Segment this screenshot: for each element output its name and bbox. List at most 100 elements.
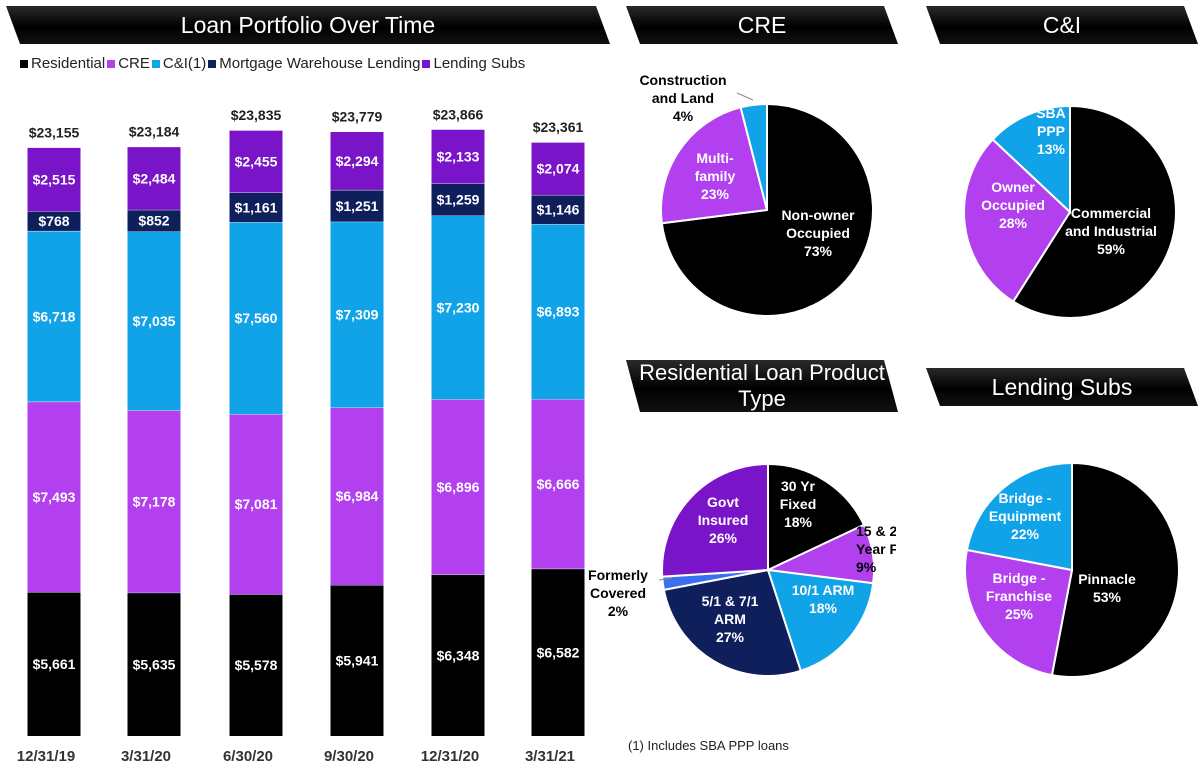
bar-value-label: $7,081: [235, 496, 278, 512]
bar-segment: [127, 410, 181, 593]
bar-value-label: $7,560: [235, 310, 278, 326]
pie-slice: [767, 462, 866, 572]
legend-item: CRE: [107, 55, 150, 72]
bar-value-label: $1,161: [235, 199, 278, 215]
bar-segment: [27, 147, 81, 212]
bar-segment: [531, 568, 585, 736]
legend-label: Residential: [31, 55, 106, 72]
bar-segment: [330, 131, 384, 190]
bar-value-label: $7,309: [336, 307, 379, 323]
pie-slice: [991, 104, 1071, 215]
pie-slice: [661, 462, 769, 578]
pie-slice-label: 30 Yr Fixed 18%: [780, 478, 817, 530]
lending-subs-title: Lending Subs: [991, 373, 1133, 400]
cre-title-banner: CRE: [626, 6, 898, 44]
pie-leader-line: [736, 92, 754, 101]
legend-item: C&I(1): [151, 55, 207, 72]
pie-slice-label: Govt Insured 26%: [698, 494, 749, 546]
x-tick-label: 12/31/20: [421, 748, 479, 764]
pie-slice: [739, 102, 768, 211]
pie-slice: [662, 568, 803, 677]
lending-subs-title-banner: Lending Subs: [926, 368, 1198, 406]
bar-value-label: $768: [38, 213, 69, 229]
x-tick-label: 9/30/20: [324, 748, 374, 764]
pie-slice: [963, 138, 1072, 303]
pie-slice-label: Non-owner Occupied 73%: [781, 207, 855, 259]
bar-segment: [330, 584, 384, 736]
bar-segment: [531, 399, 585, 569]
pie-slice: [660, 106, 769, 225]
bar-segment: [330, 189, 384, 222]
pie-slice-label: Construction and Land 4%: [639, 72, 726, 124]
bar-segment: [27, 401, 81, 593]
bar-value-label: $7,035: [133, 313, 176, 329]
pie-slice-label: 5/1 & 7/1 ARM 27%: [702, 593, 759, 645]
bar-value-label: $2,484: [133, 170, 176, 186]
bar-value-label: $6,893: [537, 304, 580, 320]
bar-value-label: $6,348: [437, 647, 480, 663]
legend-label: Mortgage Warehouse Lending: [219, 55, 421, 72]
bar-value-label: $6,582: [537, 644, 580, 660]
bar-segment: [229, 222, 283, 415]
bar-value-label: $1,251: [336, 198, 379, 214]
bar-segment: [229, 130, 283, 193]
pie-slice-label: Multi-family 23%: [695, 150, 736, 202]
pie-slice: [964, 548, 1074, 677]
bar-total-label: $23,155: [29, 124, 80, 140]
residential-title: Residential Loan Product Type: [639, 360, 885, 411]
bar-segment: [127, 231, 181, 411]
legend-swatch: [107, 60, 116, 69]
loan-portfolio-bar-chart: $5,661 $7,493 $6,718 $768 $2,515 $23,155 12/31…: [17, 106, 585, 764]
pie-slice: [965, 461, 1073, 572]
pie-slice: [766, 568, 875, 673]
cre-title: CRE: [737, 11, 787, 38]
bar-value-label: $5,941: [336, 652, 379, 668]
lending-subs-pie-chart: Pinnacle 53% Bridge -Franchise 25% Bridge -E…: [964, 461, 1180, 678]
pie-slice-label: SBA PPP 13%: [1036, 105, 1066, 157]
bar-total-label: $23,361: [533, 119, 584, 135]
bar-segment: [27, 592, 81, 736]
ci-title-banner: C&I: [926, 6, 1198, 44]
bar-value-label: $2,133: [437, 149, 480, 165]
bar-segment: [229, 414, 283, 595]
x-tick-label: 3/31/20: [121, 748, 171, 764]
legend-label: Lending Subs: [433, 55, 526, 72]
pie-leader-line: [658, 577, 673, 581]
bar-segment: [431, 574, 485, 736]
bar-segment: [531, 194, 585, 225]
legend-item: Mortgage Warehouse Lending: [208, 55, 420, 72]
legend-item: Residential: [20, 55, 105, 72]
x-tick-label: 12/31/19: [17, 748, 75, 764]
bar-total-label: $23,184: [129, 124, 180, 140]
pie-slice: [1011, 104, 1177, 319]
bar-value-label: $2,074: [537, 161, 580, 177]
ci-title: C&I: [1042, 11, 1082, 38]
bar-segment: [431, 183, 485, 216]
bar-segment: [229, 192, 283, 223]
portfolio-title-banner: Loan Portfolio Over Time: [6, 6, 610, 44]
bar-value-label: $2,515: [33, 171, 76, 187]
pie-slice-label: Commercial and Industrial 59%: [1065, 205, 1157, 257]
pie-slice-label: 10/1 ARM 18%: [792, 582, 855, 616]
bar-segment: [127, 592, 181, 736]
bar-value-label: $6,984: [336, 488, 379, 504]
x-tick-label: 3/31/21: [525, 748, 575, 764]
bar-value-label: $5,578: [235, 657, 278, 673]
bar-segment: [431, 129, 485, 184]
bar-value-label: $7,493: [33, 489, 76, 505]
bar-segment: [27, 230, 81, 402]
bar-value-label: $7,230: [437, 300, 480, 316]
bar-total-label: $23,779: [332, 109, 383, 125]
pie-slice-label: Bridge -Equipment 22%: [989, 490, 1062, 542]
bar-total-label: $23,866: [433, 106, 484, 122]
legend-label: C&I(1): [162, 55, 207, 72]
bar-segment: [531, 142, 585, 195]
bar-value-label: $6,666: [537, 476, 580, 492]
bar-value-label: $6,718: [33, 308, 76, 324]
pie-slice-label: Pinnacle 53%: [1078, 571, 1136, 605]
residential-title-banner: Residential Loan Product Type: [626, 360, 898, 412]
bar-segment: [531, 224, 585, 400]
bar-value-label: $5,635: [133, 656, 176, 672]
legend-label: CRE: [118, 55, 150, 72]
